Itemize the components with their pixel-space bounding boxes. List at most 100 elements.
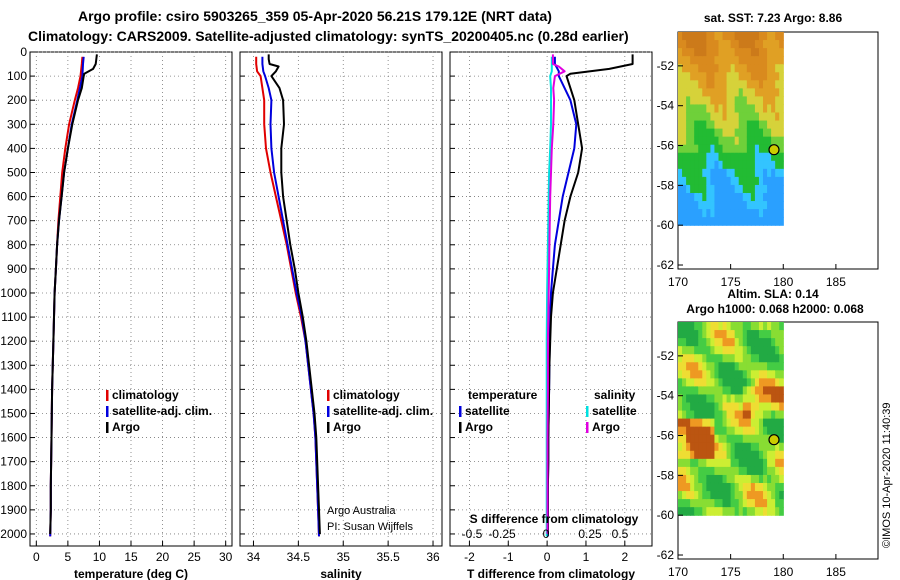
map-cell <box>779 394 784 404</box>
map-cell <box>682 176 687 186</box>
map-cell <box>682 330 687 339</box>
map-cell <box>775 160 780 170</box>
map-cell <box>722 48 728 57</box>
map-cell <box>682 64 687 73</box>
map-cell <box>714 402 720 412</box>
map-cell <box>710 418 716 428</box>
map-cell <box>698 354 703 363</box>
map-cell <box>771 217 776 226</box>
map-cell <box>706 362 711 371</box>
map-cell <box>767 80 772 89</box>
map-cell <box>694 370 699 379</box>
map-cell <box>750 168 756 178</box>
map-cell <box>754 330 760 339</box>
map-cell <box>730 450 736 460</box>
map-cell <box>730 474 736 484</box>
map-cell <box>775 354 780 363</box>
map-cell <box>775 410 780 420</box>
map-cell <box>754 491 760 500</box>
map-cell <box>690 426 695 436</box>
map-cell <box>686 507 691 516</box>
map-cell <box>690 370 695 379</box>
map-cell <box>686 209 691 218</box>
x-axis-label: salinity <box>320 567 362 580</box>
map-cell <box>694 346 699 355</box>
map-cell <box>682 192 687 202</box>
map-subtitle: Argo h1000: 0.068 h2000: 0.068 <box>686 302 864 316</box>
legend-label: climatology <box>333 388 400 402</box>
map-cell <box>750 201 756 210</box>
map-cell <box>734 112 740 122</box>
map-cell <box>694 80 699 89</box>
map-cell <box>714 160 720 170</box>
map-cell <box>718 362 724 371</box>
map-cell <box>742 474 748 484</box>
map-cell <box>746 370 752 379</box>
map-cell <box>738 338 744 347</box>
map-cell <box>763 466 768 476</box>
map-cell <box>702 346 707 355</box>
map-cell <box>726 450 732 460</box>
map-cell <box>734 56 740 65</box>
map-cell <box>686 112 691 122</box>
map-cell <box>682 466 687 476</box>
map-cell <box>763 362 768 371</box>
map-cell <box>706 402 711 412</box>
depth-tick-label: 1600 <box>0 431 27 445</box>
map-cell <box>710 346 716 355</box>
map-cell <box>686 168 691 178</box>
map-cell <box>754 32 760 41</box>
map-cell <box>702 88 707 97</box>
map-cell <box>678 56 683 65</box>
map-cell <box>710 410 716 420</box>
map-cell <box>722 466 728 476</box>
map-cell <box>767 104 772 114</box>
map-cell <box>686 482 691 492</box>
map-cell <box>746 418 752 428</box>
map-cell <box>758 362 764 371</box>
map-cell <box>718 56 724 65</box>
map-cell <box>714 338 720 347</box>
map-cell <box>678 434 683 444</box>
map-cell <box>742 120 748 130</box>
map-cell <box>730 322 736 331</box>
map-cell <box>779 201 784 210</box>
map-cell <box>738 402 744 412</box>
map-cell <box>694 120 699 130</box>
map-cell <box>718 136 724 146</box>
map-cell <box>726 370 732 379</box>
map-cell <box>718 410 724 420</box>
map-cell <box>710 322 716 331</box>
map-cell <box>754 450 760 460</box>
map-cell <box>718 160 724 170</box>
map-cell <box>775 176 780 186</box>
map-cell <box>722 491 728 500</box>
map-cell <box>730 217 736 226</box>
map-cell <box>750 192 756 202</box>
map-cell <box>698 474 703 484</box>
map-cell <box>750 176 756 186</box>
map-cell <box>758 136 764 146</box>
map-cell <box>722 442 728 452</box>
map-cell <box>710 507 716 516</box>
map-cell <box>771 426 776 436</box>
map-cell <box>738 386 744 396</box>
map-cell <box>742 48 748 57</box>
map-cell <box>718 322 724 331</box>
map-cell <box>722 410 728 420</box>
map-cell <box>714 346 720 355</box>
map-cell <box>734 217 740 226</box>
map-cell <box>734 120 740 130</box>
map-cell <box>771 394 776 404</box>
map-cell <box>694 136 699 146</box>
map-cell <box>746 362 752 371</box>
map-cell <box>718 64 724 73</box>
map-cell <box>686 176 691 186</box>
map-cell <box>758 112 764 122</box>
map-cell <box>730 370 736 379</box>
map-cell <box>767 217 772 226</box>
map-cell <box>714 48 720 57</box>
map-y-tick-label: -62 <box>657 548 675 562</box>
map-cell <box>758 88 764 97</box>
map-cell <box>686 152 691 162</box>
